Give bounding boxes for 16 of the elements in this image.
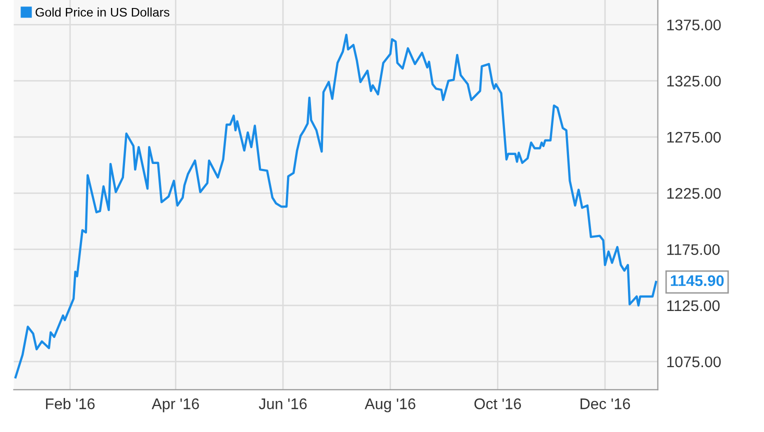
y-tick-label: 1275.00: [667, 132, 721, 143]
legend-label: Gold Price in US Dollars: [36, 8, 170, 17]
y-tick-label: 1325.00: [667, 76, 721, 87]
y-tick-label: 1225.00: [667, 188, 721, 199]
y-tick-label: 1175.00: [667, 244, 720, 255]
y-tick-label: 1125.00: [667, 300, 720, 312]
x-tick-label: Jun '16: [258, 398, 307, 410]
x-tick-label: Oct '16: [474, 398, 521, 410]
line-series: [14, 34, 658, 378]
y-tick-label: 1375.00: [667, 20, 721, 30]
x-tick-label: Feb '16: [46, 398, 95, 410]
x-tick-label: Apr '16: [152, 398, 199, 412]
y-tick-label: 1075.00: [667, 356, 721, 368]
annotation: 1145.90: [670, 275, 724, 286]
x-tick-label: Dec '16: [580, 398, 630, 410]
x-tick-label: Aug '16: [364, 398, 416, 412]
